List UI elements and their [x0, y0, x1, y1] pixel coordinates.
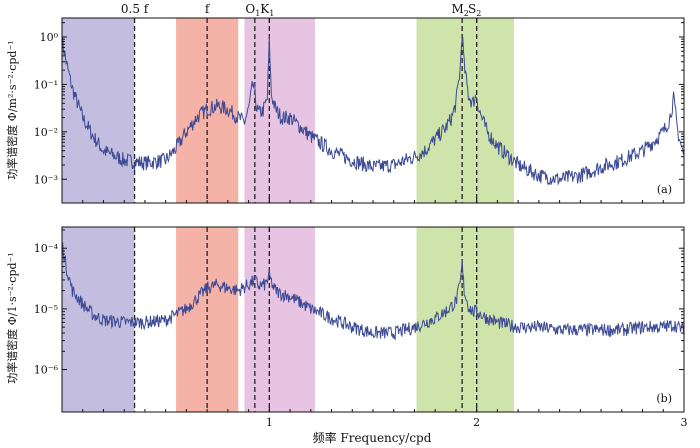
x-axis-label: 频率 Frequency/cpd — [313, 430, 432, 445]
marker-label-M2: M2 — [451, 2, 468, 18]
marker-label-half-f: 0.5 f — [121, 2, 150, 16]
band-semidiurnal — [416, 18, 514, 203]
y-axis-label-a: 功率谱密度 Φ/m²·s⁻²·cpd⁻¹ — [5, 40, 19, 179]
y-tick-label: 10⁻³ — [34, 173, 58, 186]
panel-a: 10⁰ 10⁻¹ 10⁻² 10⁻³ (a) 功率谱密度 Φ/m²·s⁻²·cpd⁻¹ — [5, 17, 685, 204]
y-tick-label: 10⁻⁶ — [34, 364, 59, 377]
y-axis-label-b: 功率谱密度 Φ/1·s⁻²·cpd⁻¹ — [5, 252, 19, 384]
marker-label-f: f — [205, 2, 211, 16]
marker-label-K1: K1 — [260, 2, 274, 18]
series-line-b — [61, 242, 685, 341]
marker-label-S2: S2 — [468, 2, 481, 18]
panel-b: 10⁻⁴ 10⁻⁵ 10⁻⁶ 1 2 3 (b) 功率谱密度 Φ/1·s⁻²·cpd⁻¹ — [5, 226, 688, 429]
x-tick-label: 1 — [266, 416, 273, 429]
y-tick-label: 10⁻² — [34, 126, 58, 139]
y-tick-label: 10⁻⁵ — [34, 303, 58, 316]
band-subinertial — [62, 227, 135, 412]
y-tick-label: 10⁻¹ — [34, 78, 58, 91]
marker-labels: 0.5 f f O1 K1 M2 S2 — [121, 2, 481, 18]
x-tick-label: 2 — [473, 416, 480, 429]
x-tick-label: 3 — [681, 416, 688, 429]
series-line-a — [61, 35, 685, 186]
panel-label-a: (a) — [657, 183, 672, 196]
band-diurnal — [244, 227, 315, 412]
y-tick-label: 10⁻⁴ — [34, 242, 59, 255]
marker-label-O1: O1 — [245, 2, 260, 18]
band-subinertial — [62, 18, 135, 203]
panel-label-b: (b) — [656, 392, 672, 405]
y-tick-label: 10⁰ — [40, 31, 59, 44]
